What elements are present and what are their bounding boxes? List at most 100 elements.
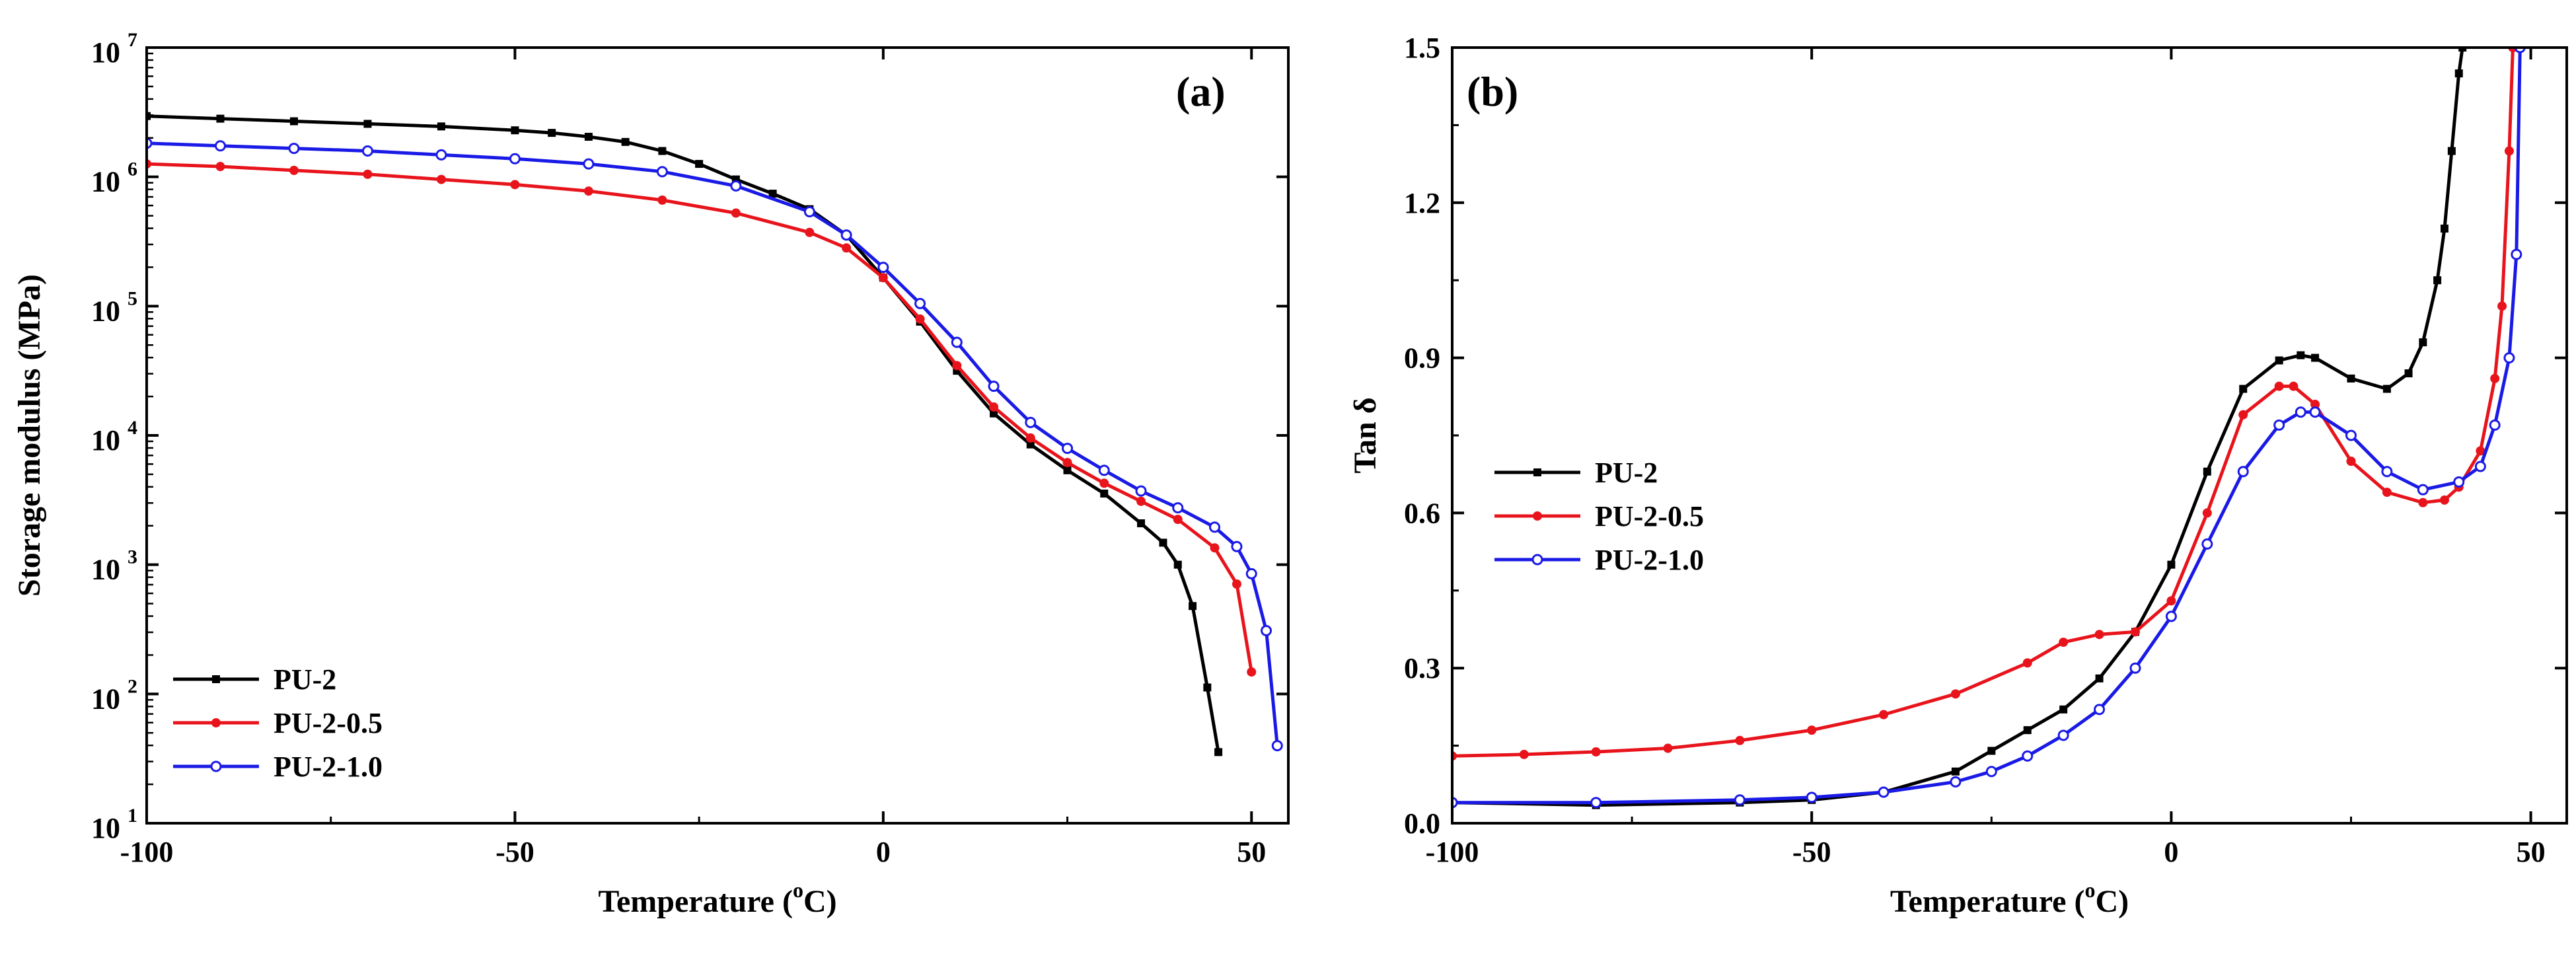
data-point xyxy=(583,186,593,196)
data-point xyxy=(1985,766,1997,778)
data-point xyxy=(803,205,815,217)
legend-label: PU-2-0.5 xyxy=(1595,500,1704,533)
data-point xyxy=(1878,786,1890,798)
data-point xyxy=(361,145,373,157)
data-point xyxy=(1062,458,1072,468)
y-tick-label: 10 xyxy=(91,295,120,327)
data-point xyxy=(2094,630,2104,640)
data-point xyxy=(2417,484,2429,496)
data-point xyxy=(437,122,445,131)
y-tick-exponent: 3 xyxy=(128,546,137,568)
data-point xyxy=(584,133,593,141)
data-point xyxy=(1025,416,1037,428)
legend-marker xyxy=(1531,554,1543,566)
data-point xyxy=(1245,568,1257,579)
data-point xyxy=(1807,725,1817,735)
series-line xyxy=(1452,48,2522,805)
plot-area xyxy=(147,112,1283,756)
data-point xyxy=(1232,579,1241,589)
legend-label: PU-2-0.5 xyxy=(274,707,383,739)
x-axis-title: Temperature (oC) xyxy=(598,878,836,919)
series-pu-2 xyxy=(147,112,1223,756)
data-point xyxy=(2059,638,2069,647)
legend-marker xyxy=(211,718,221,727)
legend-marker xyxy=(1533,511,1542,521)
data-point xyxy=(2382,385,2391,393)
data-point xyxy=(842,243,852,253)
data-point xyxy=(1189,602,1197,610)
data-point xyxy=(2503,352,2515,364)
data-point xyxy=(914,297,926,309)
y-axis-title: Tan δ xyxy=(1348,397,1383,473)
data-point xyxy=(2275,356,2283,365)
data-point xyxy=(2094,704,2106,716)
data-point xyxy=(951,336,963,348)
data-point xyxy=(510,180,520,190)
data-point xyxy=(1099,478,1109,488)
y-tick-label: 0.6 xyxy=(1404,497,1440,529)
data-point xyxy=(2419,338,2427,347)
data-point xyxy=(1734,794,1746,806)
data-point xyxy=(509,153,521,165)
data-point xyxy=(1025,433,1035,443)
series-line xyxy=(1452,48,2464,807)
data-point xyxy=(435,149,447,161)
panel-b-tan-delta-chart: -100 -50 0 50 0.0 0.3 0.6 0.9 1.2 1.5 Temperature … xyxy=(1348,32,2568,919)
y-tick-label: 10 xyxy=(91,166,120,198)
data-point xyxy=(1951,767,1960,776)
data-point xyxy=(2095,674,2104,682)
data-point xyxy=(1806,792,1818,803)
data-point xyxy=(2511,248,2522,260)
x-tick-label: -100 xyxy=(1426,836,1479,868)
data-point xyxy=(363,120,372,128)
data-point xyxy=(2347,374,2355,383)
data-point xyxy=(2489,419,2501,431)
data-point xyxy=(2504,146,2514,156)
data-point xyxy=(1137,519,1146,528)
data-point xyxy=(1063,466,1072,474)
data-point xyxy=(1136,496,1146,506)
data-point xyxy=(2239,385,2248,393)
data-point xyxy=(1098,464,1110,476)
data-point xyxy=(2381,466,2393,478)
data-point xyxy=(1214,748,1223,756)
data-point xyxy=(2454,69,2463,78)
data-point xyxy=(1950,689,1960,699)
data-point xyxy=(288,143,300,155)
data-point xyxy=(2289,381,2299,391)
y-tick-label: 10 xyxy=(91,554,120,586)
series-pu-2-0-5 xyxy=(147,159,1257,677)
data-point xyxy=(878,273,888,283)
data-point xyxy=(289,165,299,175)
data-point xyxy=(2418,497,2428,507)
y-tick-label: 1.5 xyxy=(1404,32,1440,64)
legend: PU-2 PU-2-0.5 PU-2-1.0 xyxy=(1494,457,1704,576)
data-point xyxy=(1173,560,1182,569)
panel-label: (b) xyxy=(1467,68,1518,115)
x-axis-title-unit: C) xyxy=(2095,884,2129,919)
data-point xyxy=(2382,488,2392,497)
y-tick-exponent: 6 xyxy=(128,159,137,180)
x-tick-label: -100 xyxy=(120,836,174,868)
data-point xyxy=(2458,48,2467,52)
x-tick-label: 0 xyxy=(876,836,891,868)
data-point xyxy=(2203,467,2211,476)
y-tick-label: 0.9 xyxy=(1404,342,1440,375)
data-point xyxy=(621,137,630,146)
data-point xyxy=(915,314,925,324)
data-point xyxy=(2238,410,2248,420)
data-point xyxy=(1261,624,1272,636)
y-axis-title: Storage modulus (MPa) xyxy=(12,274,47,597)
data-point xyxy=(1591,747,1601,756)
series-pu-2-1-0 xyxy=(147,137,1283,752)
data-point xyxy=(363,169,373,179)
data-point xyxy=(840,229,852,241)
data-point xyxy=(1663,743,1673,753)
data-point xyxy=(877,262,889,274)
data-point xyxy=(2474,461,2486,472)
data-point xyxy=(989,402,999,412)
data-point xyxy=(2346,457,2356,466)
data-point xyxy=(2490,373,2500,383)
x-axis-title-sup: o xyxy=(2084,878,2095,902)
